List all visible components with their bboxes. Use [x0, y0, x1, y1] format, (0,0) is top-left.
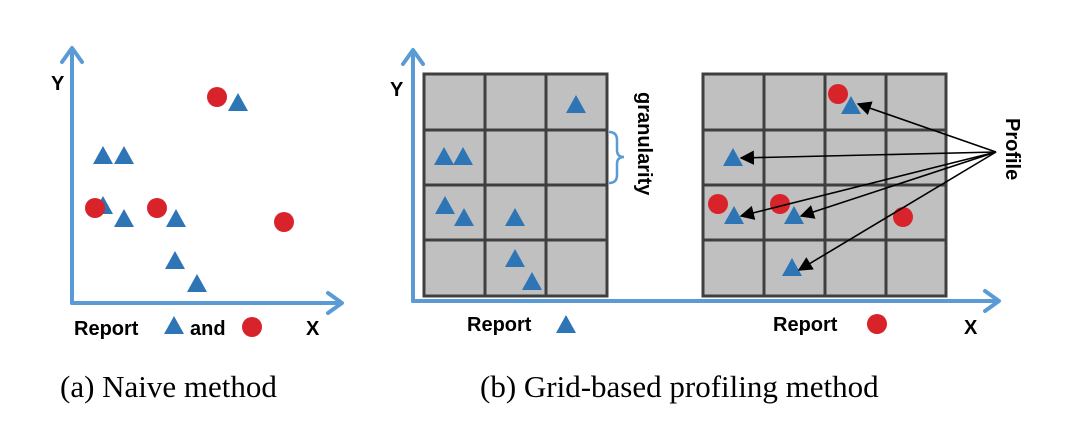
grid-cell [422, 183, 487, 242]
report-triangle-icon [566, 95, 586, 113]
grid-cell [823, 238, 888, 298]
report-circle-icon [867, 314, 887, 334]
grid-cell [762, 72, 827, 132]
panel-a-caption: (a) Naive method [60, 369, 277, 404]
panel-a-y-axis-arrowhead [60, 46, 84, 64]
report-triangle-icon [505, 208, 525, 226]
report-circle-icon [274, 212, 294, 232]
report-circle-icon [893, 207, 913, 227]
report-triangle-icon [434, 147, 454, 165]
right-grid-markers [708, 84, 913, 276]
report-triangle-icon [724, 206, 744, 224]
report-circle-icon [207, 87, 227, 107]
grid-cell [544, 238, 609, 298]
grid-cell [422, 238, 487, 298]
profile-arrow [739, 150, 997, 165]
panel-a-x-axis-arrowhead [326, 291, 344, 315]
panel-b-caption: (b) Grid-based profiling method [480, 369, 879, 404]
profile-arrow [739, 151, 997, 220]
report-triangle-icon [782, 258, 802, 276]
report-triangle-icon [164, 316, 184, 334]
report-triangle-icon [784, 206, 804, 224]
report-triangle-icon [187, 274, 207, 292]
panel-a-legend: Report and [74, 316, 262, 340]
right-grid-legend: Report [773, 314, 887, 336]
panel-b-y-label: Y [390, 79, 404, 101]
report-triangle-icon [435, 196, 455, 214]
report-triangle-icon [453, 147, 473, 165]
panel-a-legend-and: and [190, 318, 226, 340]
grid-cell [483, 72, 548, 132]
granularity-brace-icon [608, 130, 625, 185]
report-triangle-icon [228, 93, 248, 111]
grid-cell [884, 128, 948, 187]
grid-cell [701, 72, 766, 132]
report-triangle-icon [505, 249, 525, 267]
profile-arrows [739, 101, 997, 271]
report-circle-icon [147, 198, 167, 218]
grid-cell [483, 238, 548, 298]
profile-arrow [856, 101, 997, 153]
panel-a-markers [85, 87, 294, 292]
panel-b-y-axis-arrowhead [401, 48, 425, 66]
report-circle-icon [828, 84, 848, 104]
report-triangle-icon [556, 315, 576, 333]
right-grid [701, 72, 948, 298]
report-circle-icon [85, 198, 105, 218]
profile-label: Profile [1001, 118, 1023, 180]
report-triangle-icon [522, 272, 542, 290]
panel-b-x-axis-arrowhead [983, 289, 1001, 313]
left-grid-legend-report: Report [467, 314, 532, 336]
grid-cell [823, 183, 888, 242]
report-triangle-icon [841, 96, 861, 114]
report-circle-icon [708, 194, 728, 214]
grid-cell [823, 128, 888, 187]
report-triangle-icon [114, 146, 134, 164]
panel-a-x-label: X [306, 318, 320, 340]
grid-cell [422, 128, 487, 187]
panel-a-legend-report: Report [74, 318, 139, 340]
panel-b: Y X gr [390, 48, 1023, 404]
grid-cell [884, 238, 948, 298]
panel-a: Y X Report and (a) Naive method [51, 46, 344, 404]
report-circle-icon [242, 317, 262, 337]
report-triangle-icon [454, 208, 474, 226]
granularity-brace: granularity [608, 92, 655, 196]
grid-cell [884, 183, 948, 242]
grid-cell [544, 128, 609, 187]
report-triangle-icon [165, 251, 185, 269]
panel-b-axes [401, 48, 1001, 313]
profile-arrow [799, 151, 997, 219]
profile-arrow [797, 151, 997, 271]
left-grid-markers [434, 95, 586, 290]
left-grid [422, 72, 609, 298]
report-triangle-icon [93, 146, 113, 164]
panel-a-y-label: Y [51, 73, 65, 95]
right-grid-legend-report: Report [773, 314, 838, 336]
grid-cell [884, 72, 948, 132]
report-triangle-icon [723, 148, 743, 166]
left-grid-legend: Report [467, 314, 576, 336]
panel-b-x-label: X [964, 317, 978, 339]
grid-cell [544, 183, 609, 242]
panel-a-axes [60, 46, 344, 315]
granularity-label: granularity [633, 92, 655, 196]
report-triangle-icon [114, 209, 134, 227]
grid-cell [701, 238, 766, 298]
report-triangle-icon [166, 209, 186, 227]
grid-cell [422, 72, 487, 132]
grid-cell [483, 128, 548, 187]
report-circle-icon [770, 194, 790, 214]
